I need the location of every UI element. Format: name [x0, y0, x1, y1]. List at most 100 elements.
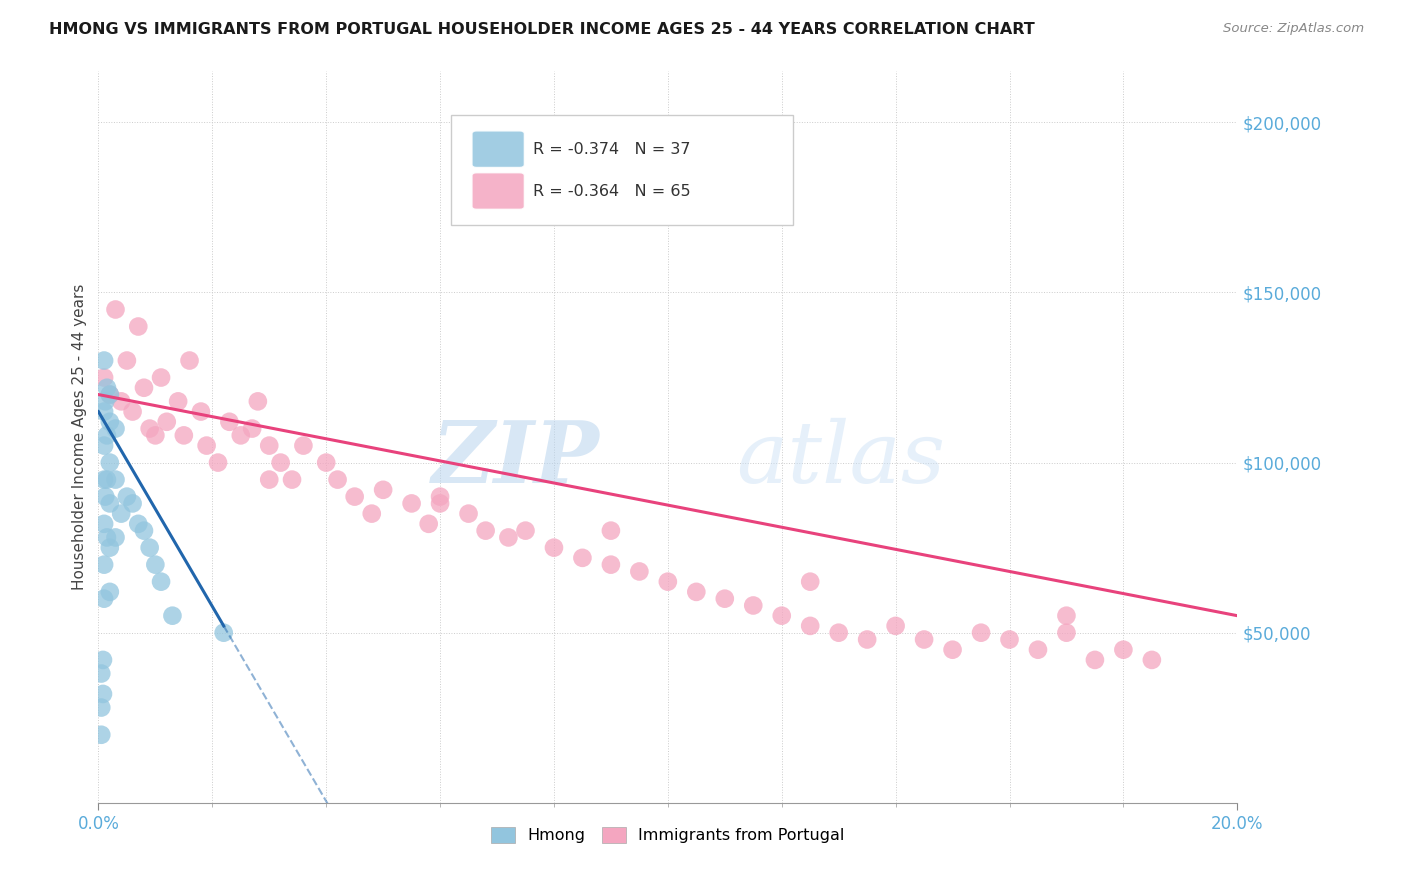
- Point: [1140, 653, 1163, 667]
- FancyBboxPatch shape: [451, 115, 793, 225]
- Point: [190, 404, 212, 418]
- Point: [970, 625, 993, 640]
- Point: [270, 456, 292, 470]
- Point: [571, 550, 593, 565]
- Point: [132, 524, 155, 538]
- Point: [884, 619, 907, 633]
- Point: [91, 653, 114, 667]
- Point: [138, 541, 160, 555]
- Point: [104, 421, 127, 435]
- Point: [150, 574, 173, 589]
- Point: [281, 473, 304, 487]
- Text: atlas: atlas: [737, 417, 945, 500]
- Point: [401, 496, 423, 510]
- Point: [429, 490, 451, 504]
- Point: [127, 516, 149, 531]
- Point: [96, 531, 118, 545]
- Point: [145, 558, 167, 572]
- Point: [156, 415, 179, 429]
- Point: [259, 439, 281, 453]
- Point: [770, 608, 793, 623]
- Point: [457, 507, 479, 521]
- Point: [98, 541, 121, 555]
- Point: [543, 541, 565, 555]
- Point: [179, 353, 201, 368]
- Point: [104, 531, 127, 545]
- Point: [96, 381, 118, 395]
- Point: [93, 439, 115, 453]
- Point: [942, 642, 965, 657]
- Point: [110, 394, 132, 409]
- Point: [93, 558, 115, 572]
- Point: [628, 565, 651, 579]
- Point: [600, 524, 623, 538]
- Point: [326, 473, 349, 487]
- Point: [90, 700, 112, 714]
- Point: [515, 524, 537, 538]
- Point: [132, 381, 155, 395]
- Point: [429, 496, 451, 510]
- Point: [418, 516, 440, 531]
- Point: [240, 421, 263, 435]
- Point: [110, 507, 132, 521]
- Point: [1026, 642, 1049, 657]
- Point: [173, 428, 195, 442]
- Point: [229, 428, 252, 442]
- Point: [1056, 625, 1078, 640]
- Point: [373, 483, 395, 497]
- Text: R = -0.364   N = 65: R = -0.364 N = 65: [533, 184, 692, 199]
- Point: [127, 319, 149, 334]
- Point: [93, 516, 115, 531]
- Point: [292, 439, 315, 453]
- Point: [98, 387, 121, 401]
- Point: [474, 524, 496, 538]
- Point: [360, 507, 382, 521]
- Point: [1084, 653, 1107, 667]
- FancyBboxPatch shape: [472, 131, 524, 168]
- Point: [998, 632, 1021, 647]
- Point: [212, 625, 235, 640]
- Point: [195, 439, 218, 453]
- Text: HMONG VS IMMIGRANTS FROM PORTUGAL HOUSEHOLDER INCOME AGES 25 - 44 YEARS CORRELAT: HMONG VS IMMIGRANTS FROM PORTUGAL HOUSEH…: [49, 22, 1035, 37]
- Point: [93, 404, 115, 418]
- Point: [104, 473, 127, 487]
- Point: [912, 632, 935, 647]
- Point: [714, 591, 737, 606]
- Point: [93, 353, 115, 368]
- Point: [98, 496, 121, 510]
- Point: [162, 608, 184, 623]
- Point: [94, 394, 117, 409]
- Point: [90, 666, 112, 681]
- Point: [600, 558, 623, 572]
- Point: [104, 302, 127, 317]
- Legend: Hmong, Immigrants from Portugal: Hmong, Immigrants from Portugal: [485, 821, 851, 850]
- Text: R = -0.374   N = 37: R = -0.374 N = 37: [533, 142, 690, 157]
- Point: [115, 490, 138, 504]
- Point: [799, 619, 821, 633]
- Point: [343, 490, 366, 504]
- Point: [246, 394, 269, 409]
- Point: [98, 585, 121, 599]
- Point: [121, 404, 143, 418]
- Point: [121, 496, 143, 510]
- Point: [93, 370, 115, 384]
- Point: [150, 370, 173, 384]
- Text: ZIP: ZIP: [432, 417, 599, 500]
- Point: [218, 415, 240, 429]
- Point: [799, 574, 821, 589]
- Point: [259, 473, 281, 487]
- Point: [91, 687, 114, 701]
- Point: [115, 353, 138, 368]
- Point: [498, 531, 520, 545]
- Point: [93, 473, 115, 487]
- Point: [96, 428, 118, 442]
- Point: [1112, 642, 1135, 657]
- Point: [145, 428, 167, 442]
- Point: [1056, 608, 1078, 623]
- Point: [98, 387, 121, 401]
- Point: [742, 599, 765, 613]
- Point: [167, 394, 190, 409]
- Point: [93, 591, 115, 606]
- Point: [138, 421, 160, 435]
- Point: [685, 585, 707, 599]
